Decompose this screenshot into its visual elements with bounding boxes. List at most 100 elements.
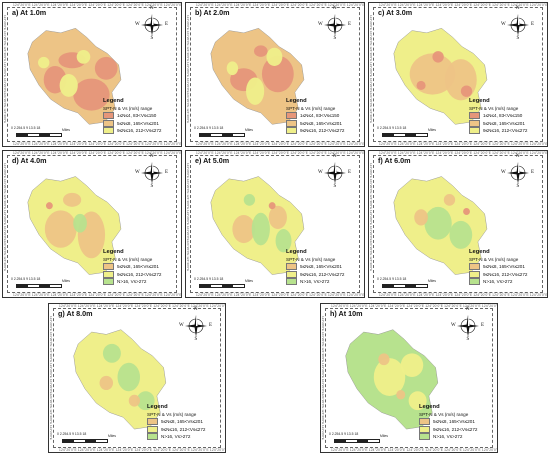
compass-label-e: E <box>348 22 352 27</box>
compass-label-e: E <box>531 22 535 27</box>
legend-subtitle: SPT-N & Vs (m/s) range <box>286 106 336 111</box>
scale-unit: Miles <box>245 279 253 283</box>
legend-label: 5≤N≤8, 165<Vs≤201 <box>300 264 342 270</box>
map-canvas <box>27 27 122 125</box>
legend-row: 5≤N≤8, 165<Vs≤201 <box>286 263 364 271</box>
legend-title: Legend <box>419 404 440 410</box>
zone-high <box>251 212 270 246</box>
scale-bar: 0 2.254.5 9 13.5 18 Miles <box>11 126 77 138</box>
coordinate-ticks: 124°20'0"E 124°20'0"E 124°20'0"E 124°20'… <box>379 151 548 155</box>
legend-swatch <box>103 127 114 135</box>
panel-title: d) At 4.0m <box>12 156 47 165</box>
zone-medium <box>38 56 50 69</box>
compass-rose-icon <box>457 315 479 337</box>
north-arrow-icon: N S W E <box>318 154 351 189</box>
compass-label-w: W <box>135 22 140 27</box>
legend: Legend SPT-N & Vs (m/s) range 5≤N≤8, 165<V… <box>286 249 364 286</box>
compass-needle-highlight <box>518 14 520 25</box>
map-panel: 124°20'0"E 124°20'0"E 124°20'0"E 124°20'… <box>185 2 365 147</box>
compass-label-s: S <box>333 184 337 189</box>
compass-needle-highlight <box>335 162 337 173</box>
coordinate-ticks: 124°20'0"E 124°20'0"E 124°20'0"E 124°20'… <box>196 151 365 155</box>
legend-label: 9≤N≤16, 212<Vs≤272 <box>117 271 162 277</box>
zone-medium <box>400 353 424 378</box>
compass-needle-highlight <box>335 14 337 25</box>
zone-high <box>424 206 452 240</box>
legend-label: 9≤N≤16, 212<Vs≤272 <box>433 426 478 432</box>
zone-very-low <box>463 208 470 216</box>
zone-high <box>73 213 87 233</box>
compass-rose-icon <box>185 315 207 337</box>
zone-very-low <box>94 56 118 80</box>
legend-row: 9≤N≤16, 212<Vs≤272 <box>419 425 497 434</box>
legend-label: N>16, Vs>272 <box>300 279 330 285</box>
compass-label-e: E <box>209 323 213 328</box>
legend-row: 9≤N≤16, 212<Vs≤272 <box>469 127 547 135</box>
legend: Legend SPT-N & Vs (m/s) range 5≤N≤8, 165<V… <box>103 249 181 286</box>
scale-bar-graphic <box>16 133 62 137</box>
compass-needle-highlight <box>468 315 470 326</box>
panel-title: b) At 2.0m <box>195 8 230 17</box>
map-canvas <box>393 176 488 275</box>
zone-low <box>396 390 406 400</box>
panel-title: e) At 5.0m <box>195 156 230 165</box>
legend: Legend SPT-N & Vs (m/s) range 1≤N≤4, 83<Vs… <box>286 98 364 135</box>
legend-row: 5≤N≤8, 165<Vs≤201 <box>469 263 547 271</box>
scale-bar-graphic <box>382 133 428 137</box>
legend-label: 5≤N≤8, 165<Vs≤201 <box>300 120 342 126</box>
legend-label: 5≤N≤8, 165<Vs≤201 <box>161 419 203 425</box>
legend-swatch <box>286 112 297 120</box>
zone-low <box>99 375 114 391</box>
legend-label: 5≤N≤8, 165<Vs≤201 <box>117 264 159 270</box>
scale-bar: 0 2.254.5 9 13.5 18 Miles <box>11 277 77 289</box>
compass-label-n: N <box>194 307 198 312</box>
scale-unit: Miles <box>108 434 116 438</box>
legend-row: 9≤N≤16, 212<Vs≤272 <box>286 270 364 279</box>
map-panel: 124°20'0"E 124°20'0"E 124°20'0"E 124°20'… <box>368 150 548 298</box>
panel-title: c) At 3.0m <box>378 8 413 17</box>
legend-row: N>16, Vs>272 <box>147 433 225 441</box>
north-arrow-icon: N S W E <box>135 154 168 189</box>
north-arrow-icon: N S W E <box>501 6 535 41</box>
legend-row: 5≤N≤8, 165<Vs≤201 <box>147 418 225 426</box>
scale-numbers: 0 2.254.5 9 13.5 18 <box>377 277 407 281</box>
coordinate-ticks: 124°20'0"E 124°20'0"E 124°20'0"E 124°20'… <box>3 15 7 124</box>
compass-rose-icon <box>507 14 529 36</box>
compass-label-s: S <box>516 184 520 189</box>
legend-label: 1≤N≤4, 83<Vs≤150 <box>483 113 523 119</box>
study-area-outline <box>27 176 122 275</box>
legend-swatch <box>419 418 430 426</box>
legend-swatch <box>103 263 114 271</box>
zone-medium <box>408 391 427 411</box>
legend-row: 9≤N≤16, 212<Vs≤272 <box>286 127 364 135</box>
coordinate-ticks: 124°20'0"E 124°20'0"E 124°20'0"E 124°20'… <box>331 448 498 452</box>
legend-swatch <box>469 127 480 135</box>
scale-unit: Miles <box>380 434 388 438</box>
zone-very-low <box>432 51 444 63</box>
study-area-outline <box>210 27 305 125</box>
compass-label-s: S <box>466 337 470 342</box>
coordinate-ticks: 124°20'0"E 124°20'0"E 124°20'0"E 124°20'… <box>369 163 373 272</box>
legend-swatch <box>469 263 480 271</box>
compass-needle-highlight <box>152 14 154 25</box>
zone-very-low <box>268 202 276 210</box>
legend-row: 5≤N≤8, 165<Vs≤201 <box>103 119 181 128</box>
compass-label-w: W <box>451 323 456 328</box>
legend-label: 1≤N≤4, 83<Vs≤150 <box>300 113 340 119</box>
scale-unit: Miles <box>245 128 253 132</box>
scale-bar-graphic <box>16 284 62 288</box>
legend-row: 1≤N≤4, 83<Vs≤150 <box>286 112 364 120</box>
panel-title: h) At 10m <box>330 309 363 318</box>
legend-subtitle: SPT-N & Vs (m/s) range <box>147 412 197 417</box>
zone-medium <box>266 47 283 66</box>
zone-high <box>102 343 121 363</box>
zone-low <box>268 205 287 230</box>
legend-row: 9≤N≤16, 212<Vs≤272 <box>103 270 181 279</box>
zone-very-low <box>73 78 110 111</box>
legend-swatch <box>286 278 297 286</box>
legend-subtitle: SPT-N & Vs (m/s) range <box>103 257 153 262</box>
zone-medium <box>373 358 406 396</box>
scale-numbers: 0 2.254.5 9 13.5 18 <box>11 126 41 130</box>
panel-title: g) At 8.0m <box>58 309 93 318</box>
compass-label-n: N <box>516 154 520 159</box>
